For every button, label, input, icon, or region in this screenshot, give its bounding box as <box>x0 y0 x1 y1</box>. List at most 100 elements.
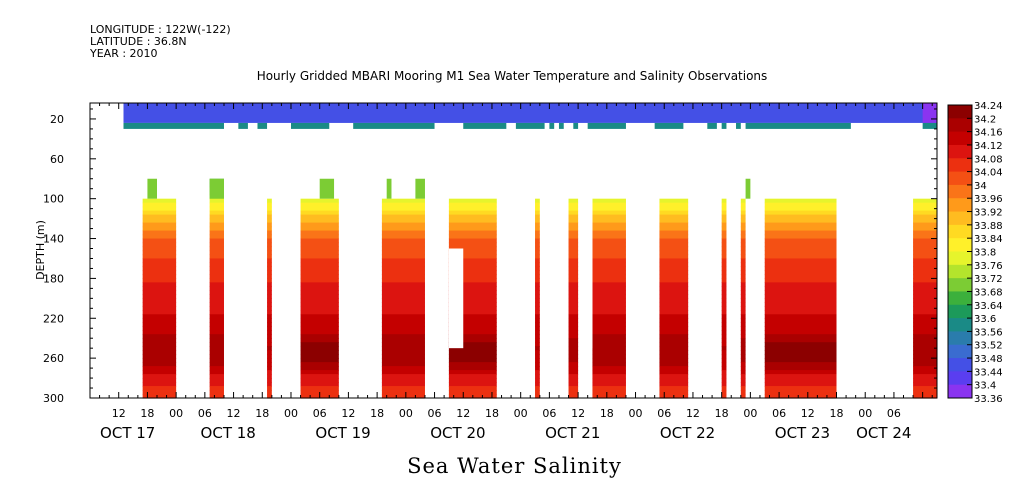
shallow-mid-segment <box>654 122 684 129</box>
salinity-strip <box>721 274 727 280</box>
salinity-strip <box>209 394 224 399</box>
salinity-strip <box>448 250 497 256</box>
salinity-strip <box>721 202 727 208</box>
salinity-strip <box>300 242 339 248</box>
x-hour-label: 00 <box>169 407 183 420</box>
salinity-strip <box>764 258 837 264</box>
salinity-strip <box>300 202 339 208</box>
salinity-strip <box>764 270 837 276</box>
salinity-strip <box>381 382 425 387</box>
salinity-strip <box>740 382 746 387</box>
deep-segment <box>913 198 937 399</box>
salinity-strip <box>142 242 177 248</box>
salinity-strip <box>913 382 937 387</box>
salinity-strip <box>381 302 425 307</box>
salinity-strip <box>764 274 837 280</box>
salinity-strip <box>568 326 579 331</box>
salinity-strip <box>300 262 339 268</box>
x-date-label: OCT 20 <box>430 424 485 442</box>
salinity-strip <box>568 394 579 399</box>
salinity-strip <box>568 230 579 236</box>
salinity-strip <box>659 210 689 216</box>
salinity-strip <box>721 234 727 240</box>
salinity-strip <box>267 330 272 335</box>
salinity-strip <box>381 330 425 335</box>
salinity-strip <box>568 346 579 351</box>
salinity-strip <box>568 242 579 248</box>
salinity-strip <box>568 266 579 272</box>
salinity-strip <box>913 346 937 351</box>
salinity-strip <box>381 198 425 204</box>
salinity-strip <box>448 318 497 323</box>
salinity-strip <box>740 238 746 244</box>
salinity-strip <box>721 214 727 220</box>
salinity-strip <box>142 254 177 260</box>
salinity-strip <box>267 198 272 204</box>
salinity-strip <box>721 322 727 327</box>
salinity-strip <box>267 306 272 311</box>
salinity-strip <box>535 390 540 395</box>
colorbar-label: 33.88 <box>974 221 1003 232</box>
salinity-strip <box>535 286 540 291</box>
deep-segment <box>267 198 272 399</box>
salinity-strip <box>764 290 837 295</box>
salinity-strip <box>267 226 272 232</box>
salinity-strip <box>913 238 937 244</box>
salinity-strip <box>267 238 272 244</box>
salinity-strip <box>448 278 497 283</box>
salinity-strip <box>381 306 425 311</box>
colorbar-swatch <box>948 278 972 292</box>
salinity-strip <box>209 282 224 287</box>
salinity-strip <box>267 298 272 303</box>
salinity-strip <box>381 370 425 375</box>
salinity-strip <box>568 306 579 311</box>
salinity-strip <box>209 302 224 307</box>
colorbar-label: 34.08 <box>974 154 1003 165</box>
salinity-strip <box>381 394 425 399</box>
shallow-top-layer <box>123 103 937 123</box>
salinity-strip <box>300 314 339 319</box>
salinity-strip <box>300 302 339 307</box>
salinity-strip <box>740 350 746 355</box>
salinity-strip <box>568 274 579 280</box>
salinity-strip <box>209 266 224 272</box>
salinity-strip <box>740 334 746 339</box>
salinity-strip <box>568 238 579 244</box>
salinity-strip <box>721 370 727 375</box>
shallow-mid-segment <box>721 122 727 129</box>
salinity-strip <box>764 386 837 391</box>
salinity-strip <box>142 238 177 244</box>
deep-segment <box>535 198 540 399</box>
salinity-strip <box>568 322 579 327</box>
x-date-label: OCT 23 <box>775 424 830 442</box>
salinity-strip <box>740 362 746 367</box>
salinity-strip <box>448 282 497 287</box>
salinity-strip <box>448 354 497 359</box>
salinity-strip <box>448 326 497 331</box>
salinity-strip <box>740 326 746 331</box>
salinity-strip <box>740 354 746 359</box>
salinity-strip <box>300 250 339 256</box>
salinity-strip <box>659 226 689 232</box>
salinity-strip <box>659 310 689 315</box>
salinity-strip <box>659 250 689 256</box>
salinity-strip <box>209 334 224 339</box>
salinity-strip <box>267 278 272 283</box>
salinity-strip <box>300 210 339 216</box>
salinity-strip <box>267 282 272 287</box>
salinity-strip <box>592 234 626 240</box>
x-hour-label: 06 <box>772 407 786 420</box>
salinity-strip <box>721 242 727 248</box>
x-hour-label: 06 <box>428 407 442 420</box>
x-hour-label: 18 <box>370 407 384 420</box>
salinity-strip <box>721 298 727 303</box>
salinity-strip <box>535 382 540 387</box>
salinity-strip <box>568 270 579 276</box>
salinity-strip <box>721 270 727 276</box>
salinity-strip <box>592 302 626 307</box>
salinity-strip <box>740 222 746 228</box>
deep-segment <box>740 198 746 399</box>
salinity-strip <box>913 230 937 236</box>
salinity-strip <box>267 286 272 291</box>
salinity-strip <box>659 218 689 224</box>
